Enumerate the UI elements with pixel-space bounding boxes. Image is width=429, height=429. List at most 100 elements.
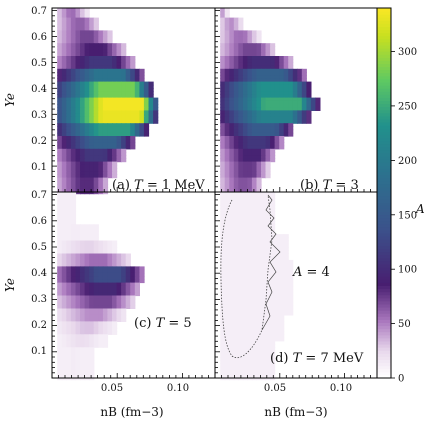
- heatmap-cell: [220, 187, 226, 191]
- heatmap-cell: [121, 253, 127, 258]
- heatmap-cell: [238, 363, 244, 368]
- heatmap-cell: [66, 81, 72, 86]
- heatmap-cell: [251, 94, 257, 99]
- heatmap-cell: [247, 237, 253, 242]
- heatmap-cell: [84, 97, 90, 102]
- heatmap-cell: [288, 116, 294, 121]
- heatmap-cell: [270, 295, 276, 300]
- heatmap-cell: [84, 279, 90, 284]
- heatmap-cell: [61, 272, 67, 277]
- heatmap-cell: [57, 302, 63, 306]
- heatmap-cell: [238, 331, 244, 335]
- heatmap-cell: [270, 132, 276, 137]
- heatmap-cell: [84, 177, 90, 182]
- heatmap-cell: [265, 360, 271, 364]
- heatmap-cell: [84, 56, 90, 60]
- heatmap-cell: [256, 289, 262, 293]
- heatmap-cell: [66, 211, 72, 216]
- heatmap-cell: [274, 78, 280, 83]
- heatmap-cell: [261, 123, 267, 127]
- heatmap-cell: [279, 129, 285, 134]
- heatmap-cell: [220, 174, 226, 179]
- heatmap-cell: [279, 282, 285, 287]
- heatmap-cell: [238, 237, 244, 242]
- heatmap-cell: [233, 224, 239, 229]
- heatmap-cell: [107, 247, 113, 251]
- heatmap-cell: [270, 195, 276, 199]
- heatmap-cell: [112, 110, 118, 115]
- heatmap-cell: [238, 279, 244, 284]
- heatmap-cell: [66, 120, 72, 124]
- heatmap-cell: [251, 357, 257, 361]
- heatmap-cell: [220, 344, 226, 348]
- heatmap-cell: [265, 65, 271, 70]
- heatmap-cell: [112, 266, 118, 271]
- heatmap-cell: [102, 256, 109, 261]
- heatmap-cell: [270, 263, 276, 267]
- heatmap-cell: [80, 129, 86, 134]
- heatmap-cell: [107, 282, 113, 287]
- heatmap-cell: [265, 145, 271, 150]
- heatmap-cell: [261, 295, 267, 300]
- heatmap-cell: [247, 91, 253, 95]
- heatmap-cell: [251, 318, 257, 322]
- heatmap-cell: [80, 56, 86, 60]
- heatmap-cell: [89, 357, 95, 361]
- heatmap-cell: [229, 164, 235, 169]
- heatmap-cell: [70, 259, 77, 264]
- heatmap-cell: [261, 214, 267, 219]
- heatmap-cell: [265, 340, 271, 345]
- heatmap-cell: [251, 211, 257, 216]
- heatmap-cell: [80, 279, 86, 284]
- heatmap-cell: [238, 240, 244, 245]
- heatmap-cell: [233, 116, 239, 121]
- heatmap-cell: [256, 59, 262, 63]
- heatmap-cell: [233, 168, 239, 172]
- heatmap-cell: [134, 266, 140, 271]
- heatmap-cell: [224, 68, 230, 73]
- heatmap-cell: [75, 24, 81, 28]
- heatmap-cell: [130, 269, 136, 274]
- heatmap-cell: [274, 334, 280, 339]
- heatmap-cell: [84, 298, 90, 303]
- heatmap-cell: [153, 120, 159, 124]
- heatmap-cell: [80, 298, 86, 303]
- heatmap-cell: [98, 148, 104, 153]
- heatmap-cell: [283, 94, 289, 99]
- heatmap-cell: [66, 17, 72, 22]
- heatmap-cell: [274, 110, 280, 115]
- heatmap-cell: [229, 94, 235, 99]
- heatmap-cell: [229, 184, 235, 188]
- heatmap-cell: [242, 285, 248, 290]
- heatmap-cell: [75, 49, 81, 54]
- heatmap-cell: [102, 132, 109, 137]
- heatmap-cell: [229, 305, 235, 309]
- heatmap-cell: [134, 282, 140, 287]
- heatmap-cell: [279, 327, 285, 332]
- heatmap-cell: [233, 204, 239, 209]
- heatmap-cell: [80, 321, 86, 326]
- heatmap-cell: [57, 116, 63, 121]
- heatmap-cell: [80, 107, 86, 111]
- heatmap-cell: [93, 46, 99, 51]
- heatmap-cell: [306, 113, 312, 118]
- heatmap-cell: [98, 256, 104, 261]
- heatmap-cell: [125, 113, 131, 118]
- heatmap-cell: [233, 148, 239, 153]
- heatmap-cell: [270, 237, 276, 242]
- heatmap-cell: [75, 27, 81, 31]
- heatmap-cell: [220, 129, 226, 134]
- heatmap-cell: [233, 292, 239, 297]
- heatmap-cell: [84, 104, 90, 108]
- heatmap-cell: [233, 357, 239, 361]
- heatmap-cell: [66, 350, 72, 355]
- heatmap-cell: [125, 104, 131, 108]
- heatmap-cell: [84, 88, 90, 92]
- heatmap-cell: [247, 187, 253, 191]
- heatmap-cell: [233, 211, 239, 216]
- heatmap-cell: [57, 192, 63, 196]
- heatmap-cell: [251, 269, 257, 274]
- heatmap-cell: [84, 331, 90, 335]
- heatmap-cell: [61, 259, 67, 264]
- heatmap-cell: [66, 224, 72, 229]
